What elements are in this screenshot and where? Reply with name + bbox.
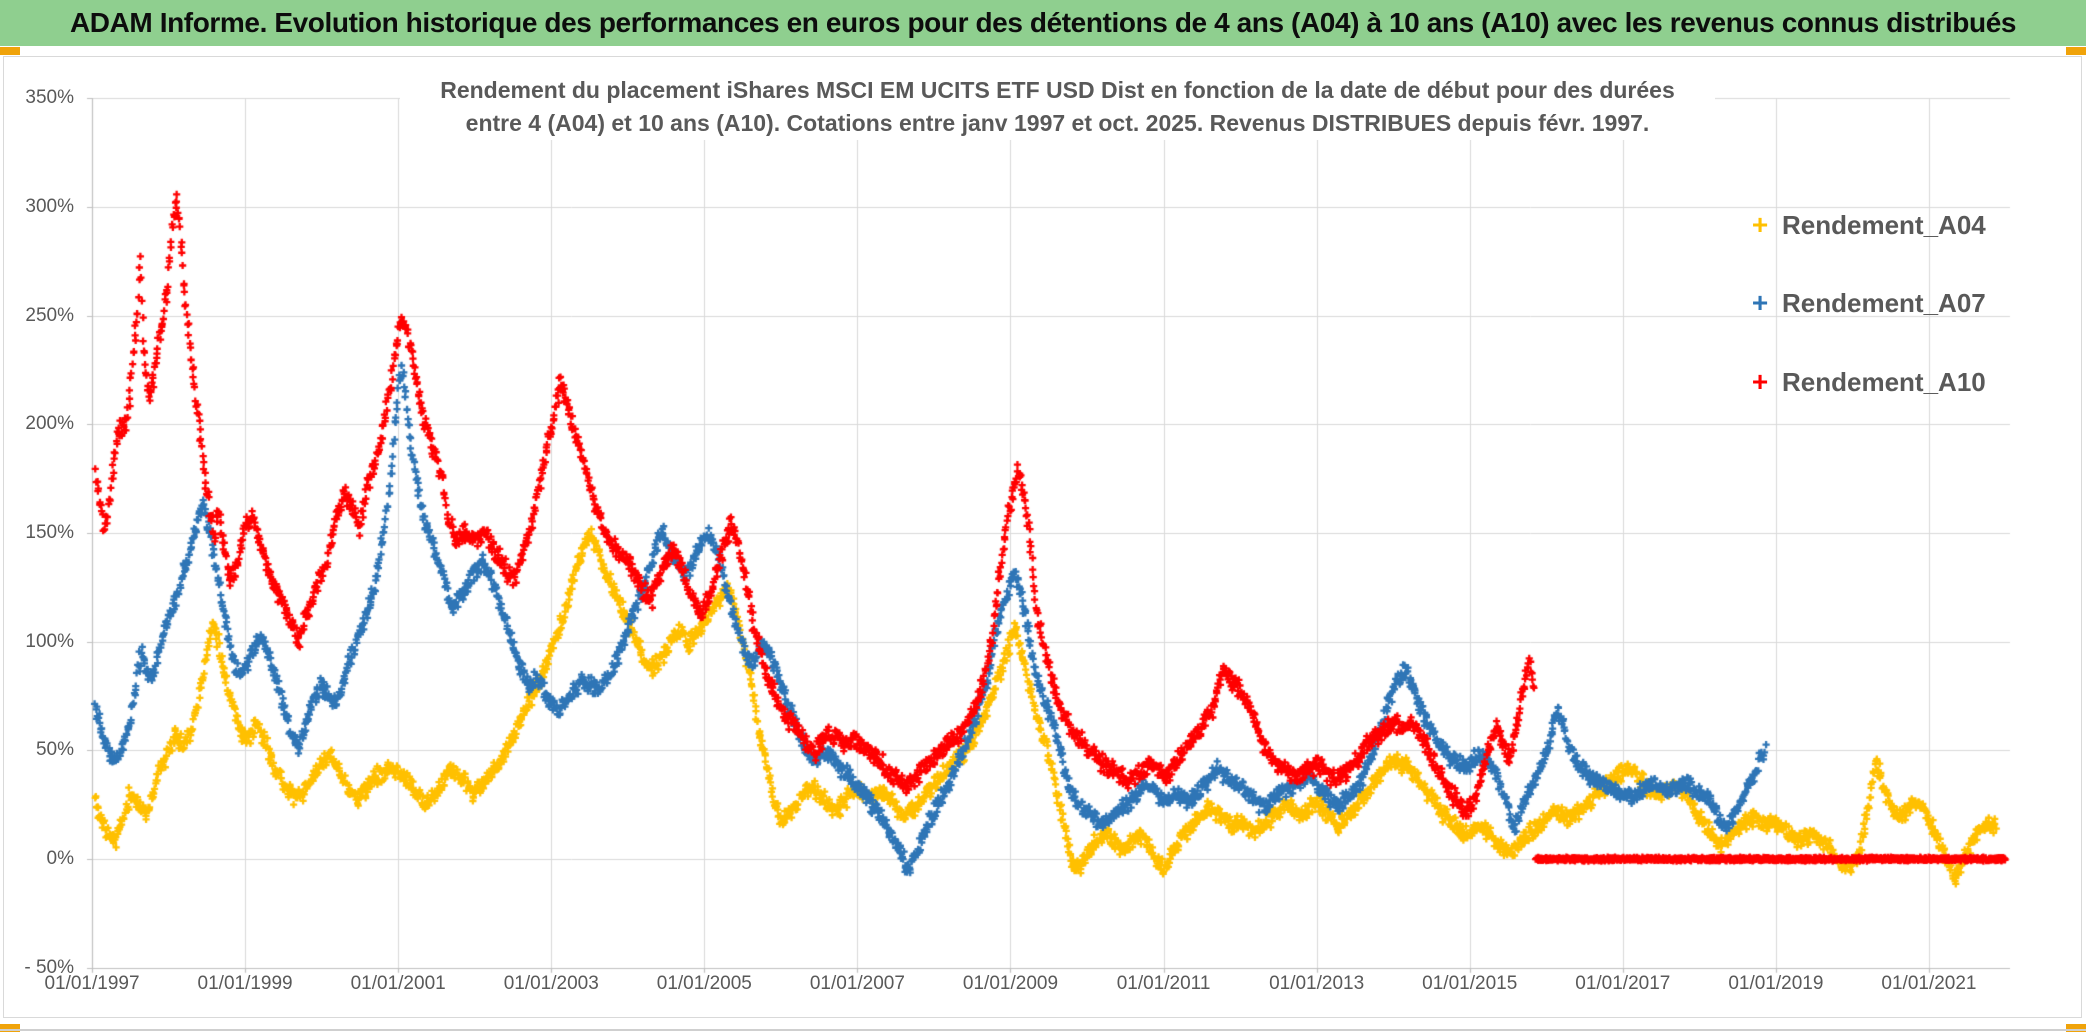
x-tick-label: 01/01/2009 (962, 973, 1059, 994)
x-tick-label: 01/01/2011 (1116, 973, 1211, 994)
x-tick-label: 01/01/1997 (44, 973, 140, 994)
y-tick-label: 100% (25, 630, 74, 652)
chart-title-line1: Rendement du placement iShares MSCI EM U… (440, 77, 1675, 103)
y-tick-label: - 50% (24, 956, 74, 978)
x-tick-label: 01/01/2019 (1728, 973, 1824, 994)
y-tick-label: 350% (25, 87, 74, 109)
legend-item-rendement_a07: + Rendement_A07 (1748, 284, 1986, 322)
plus-marker-icon: + (1751, 287, 1769, 318)
y-tick-label: 50% (35, 739, 74, 761)
x-tick-label: 01/01/2017 (1575, 973, 1671, 994)
y-tick-label: 300% (25, 195, 74, 217)
legend-label: Rendement_A07 (1782, 287, 1986, 318)
plus-marker-icon: + (1751, 209, 1769, 240)
x-tick-label: 01/01/2021 (1881, 973, 1977, 994)
chart-title: Rendement du placement iShares MSCI EM U… (400, 74, 1715, 140)
chart-title-line2: entre 4 (A04) et 10 ans (A10). Cotations… (465, 110, 1650, 136)
x-tick-label: 01/01/1999 (197, 973, 293, 994)
x-tick-label: 01/01/2003 (503, 973, 599, 994)
x-tick-label: 01/01/2013 (1269, 973, 1365, 994)
y-tick-label: 150% (25, 521, 74, 543)
y-tick-label: 0% (46, 848, 74, 870)
legend-item-rendement_a04: + Rendement_A04 (1748, 206, 1986, 244)
x-tick-label: 01/01/2001 (350, 973, 446, 994)
plus-marker-icon: + (1751, 366, 1769, 397)
page-bottom-edge-line (0, 1029, 2086, 1031)
y-tick-label: 200% (25, 413, 74, 435)
legend-label: Rendement_A10 (1782, 366, 1986, 397)
y-tick-label: 250% (25, 304, 74, 326)
x-tick-label: 01/01/2005 (656, 973, 752, 994)
legend-item-rendement_a10: + Rendement_A10 (1748, 363, 1986, 401)
x-tick-label: 01/01/2007 (809, 973, 905, 994)
legend-label: Rendement_A04 (1782, 209, 1986, 240)
x-tick-label: 01/01/2015 (1422, 973, 1518, 994)
